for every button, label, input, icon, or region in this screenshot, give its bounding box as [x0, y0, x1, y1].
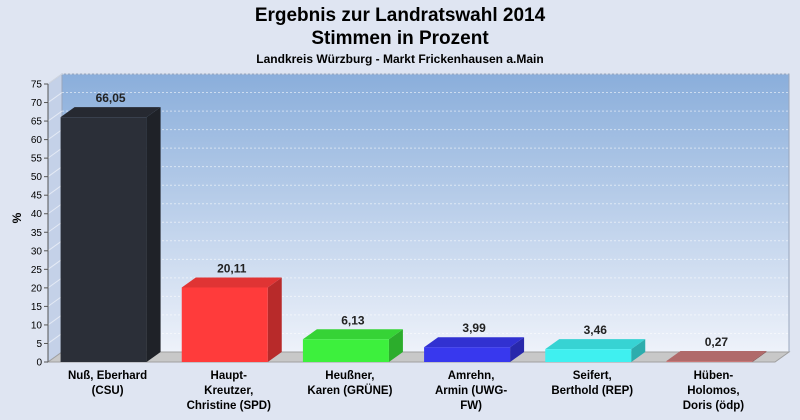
- bar-value-label: 20,11: [217, 261, 247, 275]
- gridline-side: [47, 73, 63, 85]
- bar-side: [388, 329, 403, 362]
- gridline-side: [47, 203, 63, 215]
- bar: [302, 339, 389, 362]
- x-category-label: FW): [460, 400, 482, 412]
- bar-top: [545, 339, 646, 350]
- gridline-side: [47, 184, 63, 196]
- gridline-side: [47, 92, 63, 103]
- x-category-label: Heußner,: [325, 370, 374, 382]
- y-tick-label: 20: [31, 283, 43, 294]
- x-category-label: Doris (ödp): [683, 400, 744, 412]
- plot-side-wall: [47, 73, 63, 363]
- bar-top: [181, 277, 282, 288]
- chart-title-line1: Ergebnis zur Landratswahl 2014: [254, 5, 546, 26]
- gridline-side: [47, 277, 63, 289]
- gridline-side: [47, 240, 63, 252]
- x-category-label: Amrehn,: [448, 370, 495, 382]
- chart-title-line2: Stimmen in Prozent: [311, 28, 489, 49]
- y-tick-label: 65: [31, 117, 43, 128]
- x-category-label: Haupt-: [211, 370, 248, 382]
- plot-back-wall: [61, 73, 790, 353]
- y-tick-label: 70: [31, 98, 43, 109]
- y-tick-label: 25: [31, 265, 43, 276]
- bar-side: [267, 277, 282, 362]
- bar-side: [631, 339, 646, 362]
- y-tick-label: 75: [31, 80, 43, 91]
- y-tick-label: 45: [31, 191, 43, 202]
- gridline-side: [47, 333, 63, 344]
- bar: [60, 117, 147, 362]
- y-tick-label: 55: [31, 154, 43, 165]
- x-category-label: (CSU): [92, 385, 124, 397]
- x-category-label: Nuß, Eberhard: [68, 370, 147, 382]
- x-category-label: Seifert,: [573, 370, 612, 382]
- y-tick-label: 60: [31, 135, 43, 146]
- gridline-side: [47, 295, 63, 307]
- y-tick-label: 35: [31, 228, 43, 239]
- bar-top: [666, 350, 767, 361]
- x-category-label: Armin (UWG-: [435, 385, 507, 397]
- bar-value-label: 3,99: [462, 321, 486, 335]
- bar-side: [510, 337, 525, 362]
- y-axis-label: %: [10, 212, 24, 223]
- bar: [424, 347, 511, 362]
- gridline-side: [47, 258, 63, 270]
- x-category-label: Kreutzer,: [204, 385, 253, 397]
- bar-top: [60, 107, 161, 118]
- bar-top: [424, 337, 525, 348]
- x-category-label: Berthold (REP): [551, 385, 633, 397]
- gridline-side: [47, 166, 63, 178]
- gridline-side: [47, 221, 63, 233]
- bar-side: [752, 350, 767, 362]
- gridline-side: [47, 314, 63, 326]
- x-category-label: Karen (GRÜNE): [307, 384, 392, 397]
- chart-title: Ergebnis zur Landratswahl 2014 Stimmen i…: [0, 4, 800, 50]
- gridline-side: [47, 147, 63, 159]
- bar-value-label: 3,46: [584, 323, 608, 337]
- bar: [666, 360, 753, 362]
- y-tick-label: 0: [36, 358, 42, 369]
- y-tick-label: 30: [31, 246, 43, 257]
- bar-value-label: 0,27: [705, 335, 729, 349]
- x-category-label: Holomos,: [687, 385, 739, 397]
- bar: [181, 287, 268, 362]
- bar-side: [146, 107, 161, 362]
- y-tick-label: 50: [31, 172, 43, 183]
- gridline-side: [47, 129, 63, 141]
- plot-area: 0 5 10 15 20 25 30 35 40 45 50 55 60 65 70 75 66,05 Nuß, …: [31, 73, 791, 412]
- y-tick-label: 5: [36, 339, 42, 350]
- x-category-label: Christine (SPD): [187, 400, 272, 412]
- y-tick-label: 15: [31, 302, 43, 313]
- bar-top: [302, 329, 403, 340]
- gridline-side: [47, 110, 63, 122]
- y-tick-label: 10: [31, 320, 43, 331]
- bar-value-label: 66,05: [96, 91, 126, 105]
- y-tick-label: 40: [31, 209, 43, 220]
- chart-subtitle: Landkreis Würzburg - Markt Frickenhausen…: [256, 52, 544, 66]
- bar-value-label: 6,13: [341, 313, 365, 327]
- bar: [545, 349, 632, 362]
- x-category-label: Hüben-: [694, 370, 734, 382]
